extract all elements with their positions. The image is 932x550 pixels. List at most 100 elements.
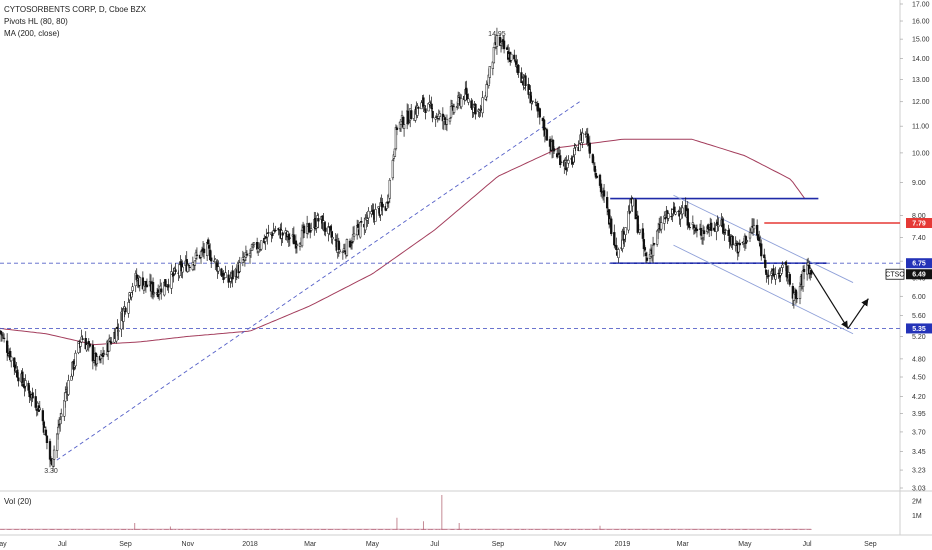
candle-body	[181, 266, 184, 273]
candle-body	[478, 110, 481, 113]
candle-body	[41, 410, 45, 422]
x-tick-label: Mar	[677, 541, 690, 548]
candle-body	[505, 47, 509, 50]
candle-body	[317, 218, 320, 222]
candle-body	[27, 382, 30, 391]
candle-body	[0, 330, 3, 335]
candle-body	[251, 245, 255, 248]
candle-body	[737, 243, 740, 253]
candle-body	[578, 143, 581, 152]
candle-body	[87, 341, 90, 344]
candle-body	[302, 225, 306, 234]
candle-body	[422, 97, 425, 107]
candle-body	[329, 226, 332, 231]
candle-body	[360, 221, 363, 223]
candle-body	[55, 433, 59, 451]
candle-body	[657, 229, 660, 231]
candle-body	[431, 110, 434, 119]
candle-body	[1, 335, 5, 338]
candle-body	[534, 101, 537, 103]
candle-body	[187, 264, 190, 267]
candle-body	[450, 103, 454, 106]
candle-body	[227, 274, 230, 283]
legend-symbol[interactable]: CYTOSORBENTS CORP, D, Cboe BZX	[4, 5, 146, 14]
price-axis[interactable]: 3.03 3.23 3.45 3.70 3.95 4.20 4.50 4.80 5.20 5.60…	[885, 2, 932, 493]
candle-body	[377, 206, 380, 209]
x-tick-label: Mar	[304, 541, 317, 548]
moving-average-line	[0, 138, 806, 346]
y-tick-label: 7.40	[912, 235, 926, 242]
candle-body	[467, 98, 470, 103]
candle-body	[599, 183, 603, 193]
candle-body	[124, 307, 127, 313]
candle-body	[38, 407, 41, 410]
legend-ma[interactable]: MA (200, close)	[4, 29, 60, 38]
ticker-label-box	[885, 268, 905, 280]
ticker-label: CTSO	[885, 272, 905, 279]
candle-body	[688, 227, 691, 229]
candle-body	[92, 360, 96, 363]
candle-body	[802, 268, 806, 272]
candle-body	[448, 118, 452, 122]
candle-body	[224, 272, 227, 278]
trendline	[673, 194, 854, 283]
candle-body	[257, 248, 260, 253]
candle-body	[295, 244, 299, 246]
price-label-box	[906, 269, 932, 280]
candle-body	[573, 147, 576, 156]
volume-legend[interactable]: Vol (20)	[4, 497, 32, 506]
candle-body	[252, 242, 256, 245]
candle-body	[199, 251, 203, 258]
candle-body	[558, 152, 561, 155]
candle-body	[434, 117, 437, 120]
candle-body	[151, 282, 155, 295]
candle-body	[0, 334, 4, 336]
candle-body	[91, 344, 95, 362]
candle-body	[220, 268, 223, 276]
candle-body	[352, 233, 356, 237]
candle-body	[445, 118, 449, 125]
time-axis[interactable]: May Jul Sep Nov 2018 Mar May Jul Sep Nov 2019 Mar Ma…	[0, 541, 877, 548]
candle-body	[663, 215, 666, 224]
candle-body	[359, 222, 362, 238]
candle-body	[514, 59, 517, 61]
candle-body	[664, 217, 667, 220]
candle-body	[652, 243, 656, 245]
candle-body	[581, 132, 584, 143]
candle-body	[324, 227, 327, 232]
price-label-box	[906, 218, 932, 229]
legend-pivots[interactable]: Pivots HL (80, 80)	[4, 17, 68, 26]
y-tick-label: 17.00	[912, 2, 930, 9]
volume-tick-label: 2M	[912, 498, 922, 505]
x-tick-label: May	[0, 541, 7, 548]
candle-body	[5, 340, 9, 353]
candle-body	[781, 264, 784, 268]
candle-body	[774, 274, 777, 280]
candle-body	[517, 65, 520, 73]
candle-body	[748, 232, 752, 239]
grid	[0, 0, 932, 536]
candle-body	[288, 237, 291, 239]
candle-body	[438, 113, 441, 117]
candle-body	[300, 229, 304, 247]
candle-body	[57, 426, 60, 435]
trendline	[50, 101, 580, 465]
candle-body	[394, 127, 398, 150]
candle-body	[693, 230, 697, 232]
candle-body	[745, 240, 749, 242]
candle-body	[567, 160, 570, 164]
y-tick-label: 3.03	[912, 486, 926, 493]
candle-body	[264, 238, 267, 242]
candle-body	[108, 338, 111, 352]
candle-body	[708, 229, 711, 231]
x-tick-label: Jul	[803, 541, 812, 548]
ma-200-line	[0, 138, 806, 346]
x-tick-label: 2019	[615, 541, 631, 548]
candle-body	[455, 105, 459, 108]
candle-body	[495, 35, 499, 47]
chart-legend: CYTOSORBENTS CORP, D, Cboe BZX Pivots HL…	[4, 4, 146, 40]
candle-body	[592, 163, 596, 165]
candle-body	[191, 262, 195, 270]
candle-body	[343, 250, 347, 253]
